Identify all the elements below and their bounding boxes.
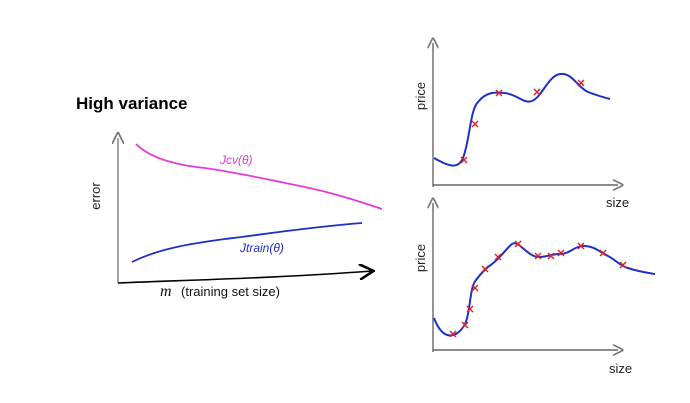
- plot-bottom: price size: [413, 203, 656, 376]
- data-point: [471, 120, 479, 128]
- panel-title: High variance: [76, 94, 188, 113]
- plot-top: price size: [413, 43, 629, 210]
- data-point: [494, 253, 502, 261]
- data-point: [533, 88, 541, 96]
- data-point: [619, 261, 627, 269]
- data-point: [460, 156, 468, 164]
- data-point: [461, 321, 469, 329]
- data-point: [471, 284, 479, 292]
- data-point: [466, 305, 474, 313]
- plot-top-fit-curve: [433, 72, 611, 167]
- x-axis: [117, 271, 372, 284]
- cv-error-curve: [135, 143, 383, 210]
- x-axis-symbol: m: [160, 283, 172, 300]
- plot-bottom-x-label: size: [609, 361, 632, 376]
- data-point: [514, 240, 522, 248]
- train-error-curve: [131, 222, 363, 263]
- data-point: [577, 242, 585, 250]
- data-point: [495, 89, 503, 97]
- y-axis-label: error: [88, 182, 103, 210]
- data-point: [449, 330, 457, 338]
- plot-top-x-label: size: [606, 195, 629, 210]
- data-point: [534, 252, 542, 260]
- data-point: [547, 252, 555, 260]
- data-point: [577, 79, 585, 87]
- learning-curve-panel: High variance error m (training set size…: [76, 94, 383, 300]
- plot-bottom-fit-curve: [433, 242, 656, 337]
- data-point: [557, 249, 565, 257]
- plot-top-points: [460, 79, 585, 164]
- cv-curve-label: Jcv(θ): [219, 153, 253, 167]
- x-axis-label: (training set size): [181, 284, 280, 299]
- data-point: [599, 249, 607, 257]
- data-point: [481, 265, 489, 273]
- plot-bottom-y-label: price: [413, 244, 428, 272]
- plot-top-y-label: price: [413, 82, 428, 110]
- train-curve-label: Jtrain(θ): [239, 241, 284, 255]
- plot-bottom-points: [449, 240, 627, 338]
